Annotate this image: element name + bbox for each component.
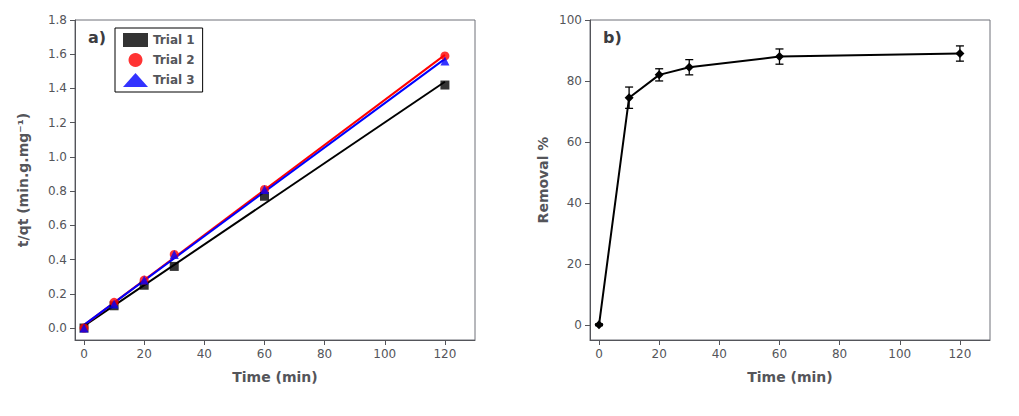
svg-text:1.8: 1.8 — [48, 13, 67, 27]
svg-text:80: 80 — [317, 347, 332, 361]
svg-text:0.2: 0.2 — [48, 287, 67, 301]
svg-text:120: 120 — [433, 347, 456, 361]
svg-text:Removal %: Removal % — [535, 137, 551, 224]
svg-text:80: 80 — [832, 347, 847, 361]
svg-text:60: 60 — [257, 347, 272, 361]
svg-text:0: 0 — [574, 318, 582, 332]
svg-text:60: 60 — [567, 135, 582, 149]
svg-text:Trial 2: Trial 2 — [153, 53, 195, 67]
svg-text:40: 40 — [197, 347, 212, 361]
svg-text:20: 20 — [652, 347, 667, 361]
svg-text:0: 0 — [595, 347, 603, 361]
svg-text:100: 100 — [888, 347, 911, 361]
svg-text:80: 80 — [567, 74, 582, 88]
svg-text:40: 40 — [712, 347, 727, 361]
svg-text:Trial 3: Trial 3 — [153, 73, 195, 87]
svg-text:b): b) — [603, 28, 622, 47]
svg-text:1.2: 1.2 — [48, 116, 67, 130]
svg-text:0.8: 0.8 — [48, 184, 67, 198]
svg-text:40: 40 — [567, 196, 582, 210]
svg-text:20: 20 — [137, 347, 152, 361]
svg-text:0.6: 0.6 — [48, 218, 67, 232]
svg-text:0: 0 — [80, 347, 88, 361]
svg-text:0.4: 0.4 — [48, 253, 67, 267]
svg-text:Time (min): Time (min) — [232, 369, 317, 385]
svg-text:a): a) — [88, 28, 106, 47]
svg-text:1.4: 1.4 — [48, 81, 67, 95]
svg-text:Trial 1: Trial 1 — [153, 33, 195, 47]
svg-text:Time (min): Time (min) — [747, 369, 832, 385]
svg-text:120: 120 — [948, 347, 971, 361]
svg-text:0.0: 0.0 — [48, 321, 67, 335]
svg-text:1.6: 1.6 — [48, 47, 67, 61]
svg-text:1.0: 1.0 — [48, 150, 67, 164]
svg-text:60: 60 — [772, 347, 787, 361]
svg-text:t/qt (min.g.mg⁻¹): t/qt (min.g.mg⁻¹) — [15, 113, 31, 247]
svg-text:100: 100 — [373, 347, 396, 361]
svg-text:100: 100 — [559, 13, 582, 27]
svg-text:20: 20 — [567, 257, 582, 271]
